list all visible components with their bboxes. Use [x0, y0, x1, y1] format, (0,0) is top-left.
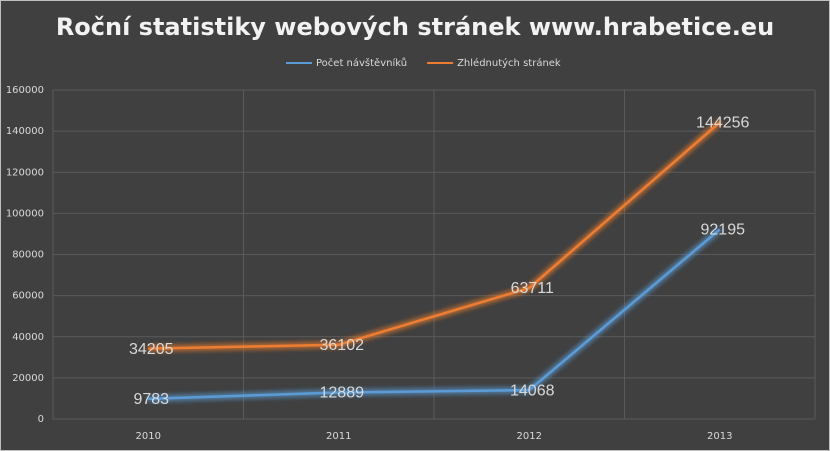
- y-tick-label: 60000: [12, 291, 44, 302]
- legend: Počet návštěvníků Zhlédnutých stránek: [286, 57, 561, 69]
- data-label: 92195: [701, 222, 746, 239]
- x-tick-label: 2011: [326, 431, 351, 442]
- x-tick-label: 2012: [517, 431, 542, 442]
- y-tick-label: 80000: [12, 250, 44, 261]
- y-tick-label: 140000: [6, 126, 44, 137]
- y-tick-label: 100000: [6, 208, 44, 219]
- y-tick-label: 160000: [6, 85, 44, 96]
- legend-label: Zhlédnutých stránek: [457, 57, 561, 69]
- y-tick-label: 120000: [6, 167, 44, 178]
- data-label: 9783: [133, 391, 169, 408]
- series-line: [148, 228, 721, 401]
- x-tick-label: 2013: [707, 431, 732, 442]
- series-line: [148, 121, 721, 350]
- y-tick-label: 40000: [12, 332, 44, 343]
- legend-label: Počet návštěvníků: [316, 57, 407, 69]
- data-label: 34205: [129, 341, 174, 358]
- data-label: 12889: [320, 385, 365, 402]
- data-label: 14068: [510, 382, 555, 399]
- y-tick-label: 0: [38, 414, 44, 425]
- data-label: 63711: [511, 280, 554, 297]
- chart-title: Roční statistiky webových stránek www.hr…: [56, 13, 774, 41]
- y-tick-label: 20000: [12, 373, 44, 384]
- data-label: 144256: [696, 115, 749, 132]
- x-tick-label: 2010: [136, 431, 161, 442]
- data-label: 36102: [320, 337, 365, 354]
